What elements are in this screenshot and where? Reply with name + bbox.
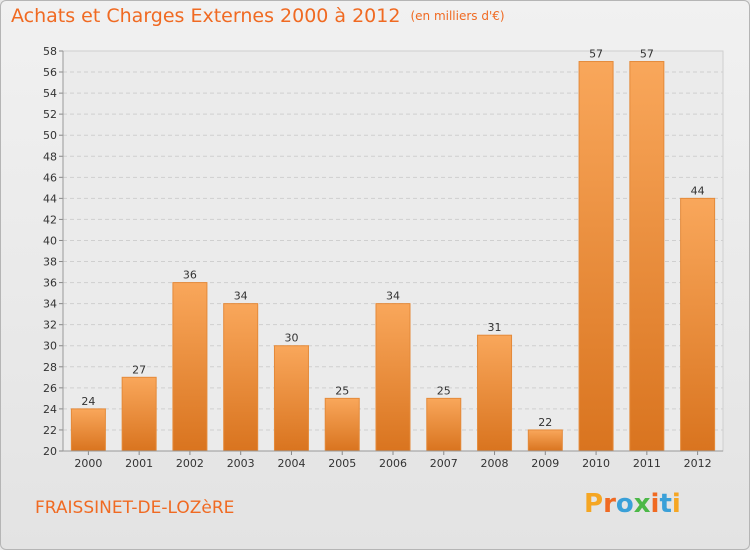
y-tick-label: 26 xyxy=(43,382,57,395)
logo-letter: P xyxy=(584,489,604,519)
x-tick-label: 2007 xyxy=(430,457,458,470)
bar-value-label: 34 xyxy=(386,290,400,303)
x-tick-label: 2005 xyxy=(328,457,356,470)
y-tick-label: 52 xyxy=(43,108,57,121)
x-tick-label: 2003 xyxy=(227,457,255,470)
bar-value-label: 22 xyxy=(538,416,552,429)
y-tick-label: 54 xyxy=(43,87,57,100)
y-tick-label: 32 xyxy=(43,319,57,332)
chart-title-text: Achats et Charges Externes 2000 à 2012 xyxy=(11,5,401,27)
bar-2005 xyxy=(324,397,360,452)
x-axis: 2000 2001 2002 2003 2004 2005 2006 2007 2008 2009… xyxy=(63,450,723,470)
bar-2012 xyxy=(680,197,716,452)
bar-value-label: 25 xyxy=(437,384,451,397)
proxiti-logo: Proxiti xyxy=(584,489,681,519)
bar-value-label: 57 xyxy=(589,48,603,61)
y-tick-label: 58 xyxy=(43,45,57,58)
bar-2006 xyxy=(375,303,411,452)
y-tick-label: 44 xyxy=(43,192,57,205)
y-tick-label: 30 xyxy=(43,340,57,353)
y-tick-label: 42 xyxy=(43,213,57,226)
y-tick-label: 56 xyxy=(43,66,57,79)
y-tick-label: 40 xyxy=(43,234,57,247)
bar-value-label: 44 xyxy=(691,184,705,197)
logo-letter: r xyxy=(603,489,616,519)
y-tick-label: 24 xyxy=(43,403,57,416)
logo-letter: i xyxy=(671,489,681,519)
bar-value-label: 31 xyxy=(488,321,502,334)
y-tick-label: 36 xyxy=(43,277,57,290)
bar-2001 xyxy=(121,376,157,452)
bar-2010 xyxy=(578,61,614,452)
x-tick-label: 2012 xyxy=(684,457,712,470)
x-tick-label: 2001 xyxy=(125,457,153,470)
y-tick-label: 22 xyxy=(43,424,57,437)
bar-2000 xyxy=(70,408,106,452)
bar-2002 xyxy=(172,282,208,452)
bar-value-label: 25 xyxy=(335,384,349,397)
logo-letter: t xyxy=(659,489,672,519)
x-tick-label: 2011 xyxy=(633,457,661,470)
y-tick-label: 20 xyxy=(43,445,57,458)
bar-2003 xyxy=(223,303,259,452)
x-tick-label: 2004 xyxy=(277,457,305,470)
y-tick-label: 38 xyxy=(43,256,57,269)
y-tick-label: 34 xyxy=(43,298,57,311)
x-tick-label: 2009 xyxy=(531,457,559,470)
chart-title: Achats et Charges Externes 2000 à 2012 (e… xyxy=(11,5,505,27)
x-tick-label: 2002 xyxy=(176,457,204,470)
x-tick-label: 2000 xyxy=(74,457,102,470)
bar-value-label: 36 xyxy=(183,269,197,282)
bar-2007 xyxy=(426,397,462,452)
x-tick-label: 2010 xyxy=(582,457,610,470)
y-tick-label: 28 xyxy=(43,361,57,374)
bar-value-label: 30 xyxy=(284,332,298,345)
bar-value-label: 34 xyxy=(234,290,248,303)
bar-value-label: 24 xyxy=(81,395,95,408)
y-tick-label: 48 xyxy=(43,150,57,163)
bar-2004 xyxy=(273,345,309,452)
bar-2008 xyxy=(477,334,513,452)
commune-name: FRAISSINET-DE-LOZèRE xyxy=(35,498,235,518)
x-tick-label: 2008 xyxy=(481,457,509,470)
bars: 24 27 36 34 30 25 34 25 31 22 57 57 44 xyxy=(70,48,716,452)
bar-value-label: 57 xyxy=(640,48,654,61)
y-tick-label: 46 xyxy=(43,171,57,184)
logo-letter: x xyxy=(633,489,651,519)
logo-letter: i xyxy=(650,489,660,519)
y-tick-label: 50 xyxy=(43,129,57,142)
y-axis: 20 22 24 26 28 30 32 34 36 38 40 42 44 46 48 50 52 54 56 58 xyxy=(43,45,64,458)
bar-2009 xyxy=(527,429,563,452)
bar-2011 xyxy=(629,61,665,452)
bar-value-label: 27 xyxy=(132,363,146,376)
x-tick-label: 2006 xyxy=(379,457,407,470)
logo-letter: o xyxy=(615,489,634,519)
chart-unit: (en milliers d'€) xyxy=(410,9,505,23)
